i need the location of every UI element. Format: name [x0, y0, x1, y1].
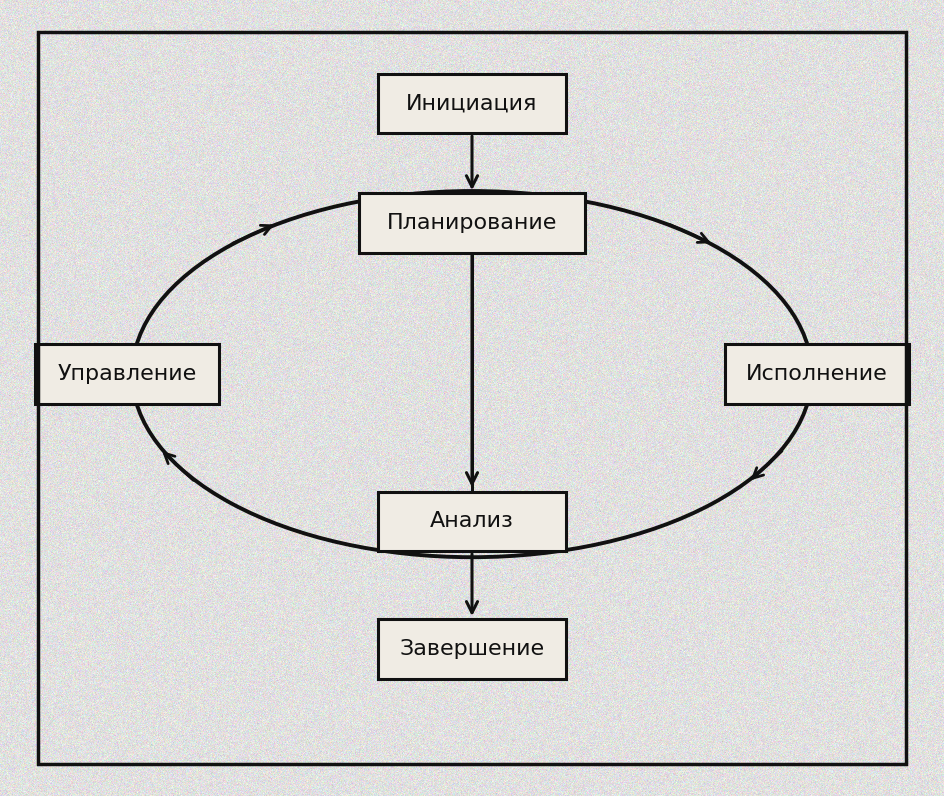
FancyBboxPatch shape — [378, 74, 566, 134]
Text: Анализ: Анализ — [430, 511, 514, 532]
Text: Завершение: Завершение — [399, 638, 545, 659]
FancyBboxPatch shape — [725, 344, 908, 404]
FancyBboxPatch shape — [378, 619, 566, 678]
Text: Исполнение: Исполнение — [746, 364, 887, 384]
FancyBboxPatch shape — [378, 491, 566, 551]
Text: Инициация: Инициация — [406, 93, 538, 114]
Text: Управление: Управление — [58, 364, 197, 384]
FancyBboxPatch shape — [359, 193, 585, 253]
Text: Планирование: Планирование — [387, 213, 557, 233]
FancyBboxPatch shape — [36, 344, 219, 404]
